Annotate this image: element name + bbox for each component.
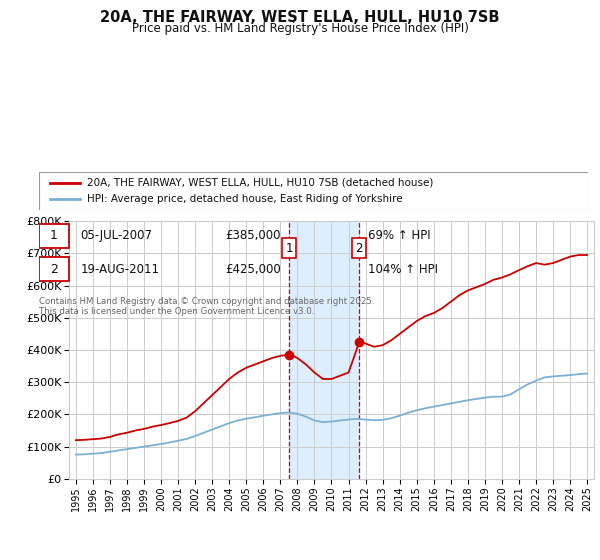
- Text: 05-JUL-2007: 05-JUL-2007: [80, 229, 152, 242]
- Text: 19-AUG-2011: 19-AUG-2011: [80, 263, 159, 276]
- Text: 20A, THE FAIRWAY, WEST ELLA, HULL, HU10 7SB: 20A, THE FAIRWAY, WEST ELLA, HULL, HU10 …: [100, 10, 500, 25]
- Text: 1: 1: [286, 242, 293, 255]
- FancyBboxPatch shape: [39, 172, 588, 210]
- Text: 104% ↑ HPI: 104% ↑ HPI: [368, 263, 439, 276]
- Text: £425,000: £425,000: [226, 263, 281, 276]
- Text: 2: 2: [356, 242, 363, 255]
- Text: 1: 1: [50, 229, 58, 242]
- Text: 69% ↑ HPI: 69% ↑ HPI: [368, 229, 431, 242]
- Text: 20A, THE FAIRWAY, WEST ELLA, HULL, HU10 7SB (detached house): 20A, THE FAIRWAY, WEST ELLA, HULL, HU10 …: [88, 178, 434, 188]
- Bar: [289, 221, 359, 479]
- Text: Contains HM Land Registry data © Crown copyright and database right 2025.
This d: Contains HM Land Registry data © Crown c…: [39, 297, 374, 316]
- Text: £385,000: £385,000: [226, 229, 281, 242]
- Text: Price paid vs. HM Land Registry's House Price Index (HPI): Price paid vs. HM Land Registry's House …: [131, 22, 469, 35]
- Text: 2: 2: [50, 263, 58, 276]
- Text: HPI: Average price, detached house, East Riding of Yorkshire: HPI: Average price, detached house, East…: [88, 194, 403, 204]
- FancyBboxPatch shape: [39, 223, 69, 248]
- FancyBboxPatch shape: [39, 257, 69, 282]
